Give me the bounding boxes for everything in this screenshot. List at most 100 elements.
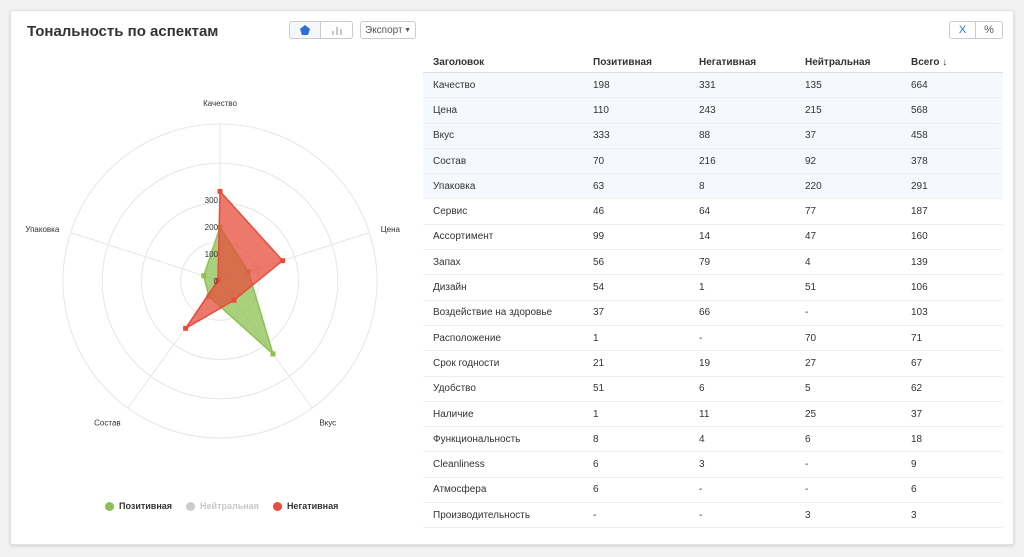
table-row[interactable]: Вкус 333 88 37 458 (423, 123, 1003, 149)
column-header[interactable]: Негативная (689, 53, 795, 73)
table-cell: 331 (689, 72, 795, 99)
radial-tick-label: 300 (205, 196, 219, 205)
table-cell: 1 (689, 274, 795, 301)
table-cell: 92 (795, 148, 901, 175)
percent-mode-button[interactable]: % (976, 21, 1003, 39)
category-label: Цена (381, 225, 401, 234)
table-cell: 47 (795, 224, 901, 251)
table-cell: Атмосфера (423, 477, 583, 504)
bar-view-button[interactable] (321, 21, 353, 39)
table-cell: Срок годности (423, 350, 583, 377)
table-cell: - (795, 477, 901, 504)
table-row[interactable]: Состав 70 216 92 378 (423, 148, 1003, 175)
table-cell: - (689, 325, 795, 352)
table-cell: 6 (689, 376, 795, 402)
table-cell: 3 (689, 451, 795, 478)
value-mode-toggle: X % (949, 21, 1003, 39)
legend-dot-icon (186, 501, 196, 511)
table-cell: 6 (583, 477, 689, 504)
table-cell: Функциональность (423, 426, 583, 453)
radar-series-area (185, 189, 284, 329)
table-row[interactable]: Ассортимент 99 14 47 160 (423, 224, 1003, 251)
table-cell: 8 (583, 426, 689, 453)
table-cell: 64 (689, 198, 795, 225)
export-dropdown[interactable]: Экспорт ▼ (360, 21, 416, 39)
legend-item[interactable]: Нейтральная (186, 501, 259, 511)
table-row[interactable]: Воздействие на здоровье 37 66-103 (423, 300, 1003, 326)
table-cell: 1 (583, 325, 689, 352)
table-row[interactable]: Упаковка 63 8 220 291 (423, 173, 1003, 200)
export-label: Экспорт (365, 24, 403, 36)
radial-tick-label: 100 (205, 250, 219, 259)
table-cell: 568 (901, 97, 1003, 124)
table-cell: 9 (901, 451, 1003, 478)
table-cell: Производительность (423, 502, 583, 529)
radar-view-button[interactable] (289, 21, 321, 39)
table-cell: 37 (583, 300, 689, 326)
table-row[interactable]: Дизайн 54 1 51 106 (423, 274, 1003, 301)
table-row[interactable]: Удобство 51 6 5 62 (423, 376, 1003, 402)
table-cell: 215 (795, 97, 901, 124)
table-cell: 378 (901, 148, 1003, 175)
radar-data-point (231, 297, 237, 303)
view-switcher (289, 21, 353, 39)
table-cell: Запах (423, 249, 583, 276)
aspect-table: Заголовок Позитивная Негативная Нейтральная… (423, 53, 1003, 529)
table-cell: 1 (583, 401, 689, 428)
table-cell: Дизайн (423, 274, 583, 301)
category-label: Состав (94, 419, 121, 428)
absolute-mode-button[interactable]: X (949, 21, 976, 39)
table-cell: 3 (901, 502, 1003, 529)
table-cell: 5 (795, 376, 901, 402)
table-row[interactable]: Cleanliness 6 3-9 (423, 451, 1003, 478)
legend-item[interactable]: Позитивная (105, 501, 172, 511)
table-row[interactable]: Сервис 46 64 77 187 (423, 198, 1003, 225)
table-cell: 103 (901, 300, 1003, 326)
table-row[interactable]: Цена 110 243 215 568 (423, 97, 1003, 124)
legend-item[interactable]: Негативная (272, 501, 339, 511)
table-cell: 110 (583, 97, 689, 124)
bar-chart-icon (331, 27, 342, 35)
column-header[interactable]: Всего ↓ (901, 53, 1003, 73)
legend-label: Позитивная (119, 501, 173, 511)
radar-chart: 0 100 200 300 Качество Цена Вкус Состав Упаковка (25, 99, 401, 439)
column-header[interactable]: Заголовок (423, 53, 583, 73)
table-cell: Удобство (423, 376, 583, 402)
table-row[interactable]: Производительность - -3 3 (423, 502, 1003, 529)
table-cell: 458 (901, 123, 1003, 149)
table-cell: 88 (689, 123, 795, 149)
table-row[interactable]: Атмосфера 6- -6 (423, 477, 1003, 504)
table-cell: Воздействие на здоровье (423, 300, 583, 326)
table-cell: 6 (583, 451, 689, 478)
legend-dot-icon (272, 501, 282, 511)
legend-label: Негативная (286, 501, 339, 511)
table-cell: - (795, 451, 901, 478)
table-cell: 3 (795, 502, 901, 529)
table-cell: 62 (901, 376, 1003, 402)
table-row[interactable]: Качество 198 331 135 664 (423, 72, 1003, 99)
radar-data-point (270, 351, 276, 357)
table-cell: Качество (423, 72, 583, 99)
table-cell: 139 (901, 249, 1003, 276)
table-cell: 216 (689, 148, 795, 175)
table-cell: Цена (423, 97, 583, 124)
table-row[interactable]: Срок годности 21 19 27 67 (423, 350, 1003, 377)
radar-data-point (217, 188, 223, 194)
table-cell: 4 (689, 426, 795, 453)
table-cell: - (689, 477, 795, 504)
table-cell: 66 (689, 300, 795, 326)
table-row[interactable]: Функциональность 8 4 6 18 (423, 426, 1003, 453)
category-label: Вкус (319, 419, 336, 428)
table-row[interactable]: Запах 56 79 4 139 (423, 249, 1003, 276)
column-header[interactable]: Позитивная (583, 53, 689, 73)
column-header[interactable]: Нейтральная (795, 53, 901, 73)
table-cell: Сервис (423, 198, 583, 225)
table-cell: 8 (689, 173, 795, 200)
table-row[interactable]: Наличие 1 11 25 37 (423, 401, 1003, 428)
chart-legend: Позитивная Нейтральная Негативная (105, 501, 338, 511)
table-header-row: Заголовок Позитивная Негативная Нейтральная… (423, 53, 1003, 73)
table-cell: 135 (795, 72, 901, 99)
table-row[interactable]: Расположение 1-70 71 (423, 325, 1003, 352)
table-cell: Расположение (423, 325, 583, 352)
table-cell: 71 (901, 325, 1003, 352)
